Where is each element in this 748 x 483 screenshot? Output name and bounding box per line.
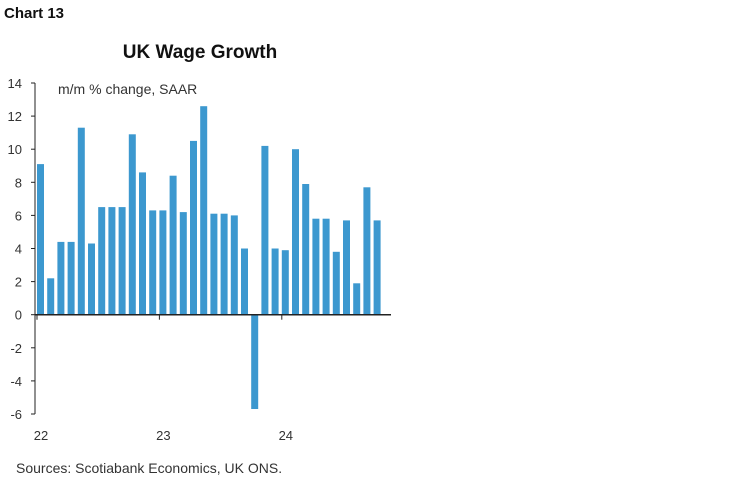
bar [179,212,187,315]
bar [332,251,340,315]
y-tick-label: -4 [10,374,22,389]
bar [200,106,208,315]
bar [149,210,157,315]
source-note: Sources: Scotiabank Economics, UK ONS. [16,460,283,476]
y-tick-label: 0 [15,308,22,323]
y-tick-label: 8 [15,175,22,190]
bar [261,145,269,315]
y-tick-label: 6 [15,208,22,223]
y-tick-label: 14 [8,76,22,91]
bar [251,314,259,409]
bar [322,218,330,315]
bar [271,248,279,315]
bar [373,220,381,315]
y-tick-label: -6 [10,407,22,422]
bar [159,210,167,315]
unit-label: m/m % change, SAAR [58,81,197,97]
bar [98,207,106,315]
bar [363,187,371,315]
bar [37,164,44,315]
x-axis: 22 23 24 [34,313,391,443]
y-axis: 14 12 10 8 6 4 2 0 -2 -4 -6 [8,76,36,422]
bar [118,207,126,315]
bar [230,215,238,315]
x-tick-label: 24 [279,428,293,443]
x-tick-label: 23 [156,428,170,443]
bar [292,149,299,315]
bar [57,241,65,315]
bar [169,175,177,315]
bar [108,207,116,315]
bar [190,140,197,315]
bar [128,134,136,315]
bar [139,172,146,315]
bar [343,220,350,315]
bar [241,248,248,315]
y-tick-label: 12 [8,109,22,124]
y-tick-label: 2 [15,275,22,290]
y-tick-label: -2 [10,341,22,356]
chart-title: UK Wage Growth [122,42,278,63]
y-tick-label: 10 [8,142,22,157]
bar [353,283,361,315]
bar [67,241,75,315]
bar [210,213,218,315]
bar [281,250,289,315]
bar [77,127,85,315]
bars-group [37,106,381,409]
y-tick-label: 4 [15,242,22,257]
bar [302,184,310,315]
x-tick-label: 22 [34,428,48,443]
bar [220,213,228,315]
bar [47,278,55,315]
bar [312,218,320,315]
chart-label: Chart 13 [4,5,65,22]
bar [88,243,95,315]
